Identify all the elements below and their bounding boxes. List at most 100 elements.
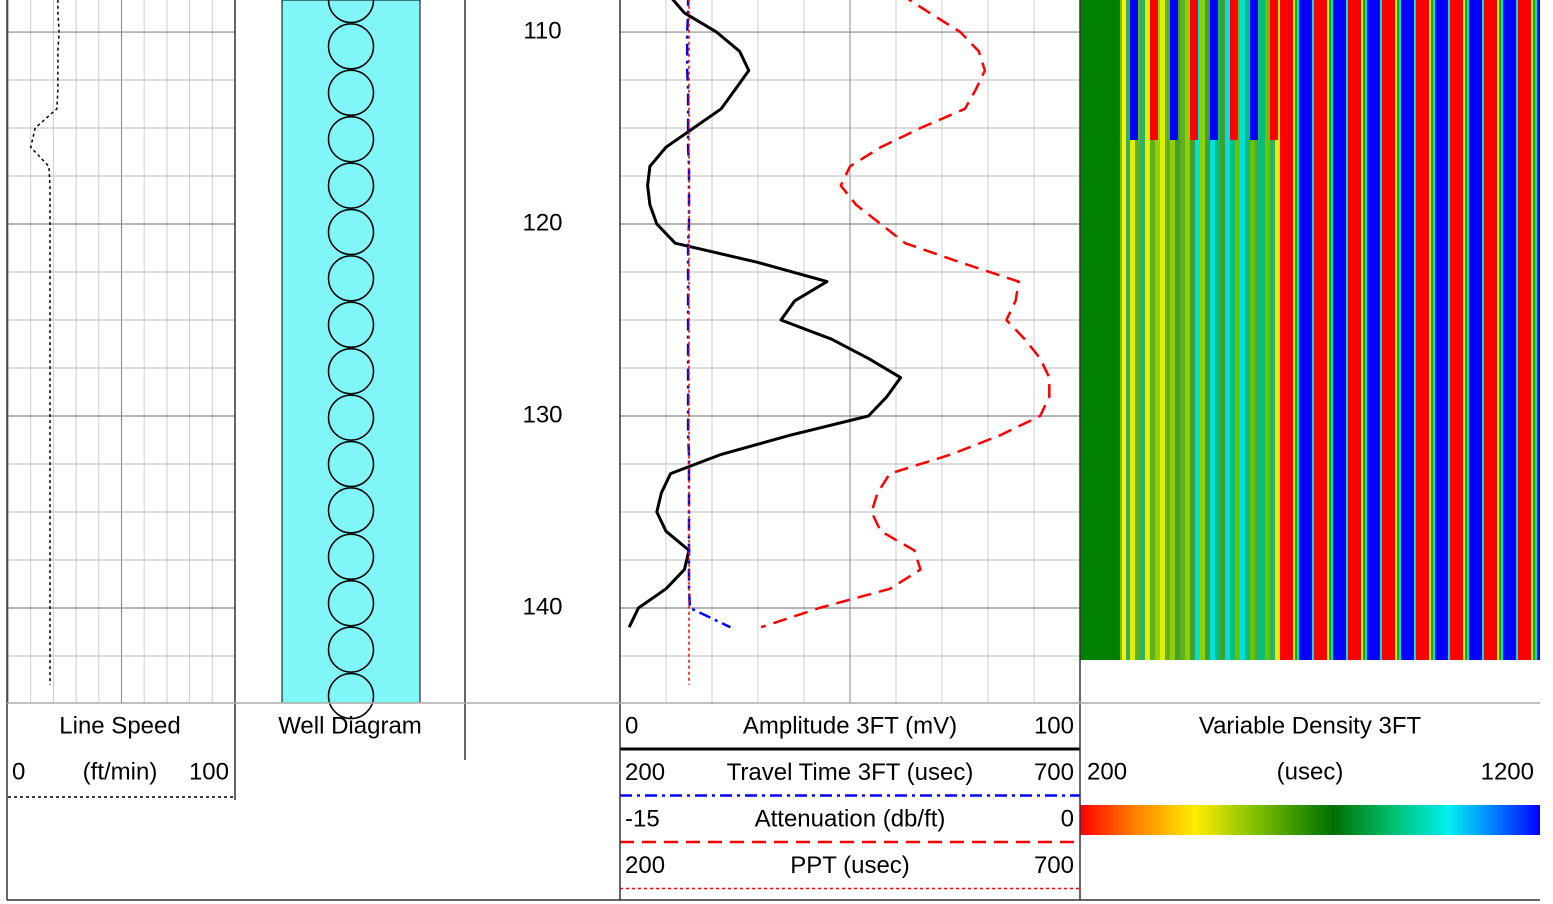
vdl-stripe	[1346, 0, 1348, 660]
vdl-stripe	[1331, 0, 1333, 660]
vdl-stripe	[1150, 0, 1155, 660]
vdl-stripe	[1205, 0, 1210, 660]
vdl-stripe	[1170, 0, 1178, 140]
vdl-stripe	[1299, 0, 1312, 660]
header: Line Speed 0 (ft/min) 100 Well Diagram V…	[6, 0, 1540, 901]
scale-max: 0	[1061, 805, 1074, 832]
depth-label: 130	[522, 401, 562, 428]
log-curve	[627, 0, 903, 628]
vdl-stripe	[1314, 0, 1327, 660]
vdl-stripe	[1399, 0, 1401, 660]
centralizer	[327, 115, 375, 163]
vdl-stripe	[1395, 0, 1397, 660]
casing	[281, 0, 421, 704]
vdl-stripe	[1499, 0, 1501, 660]
vdl-stripe	[1497, 0, 1499, 660]
vdl-stripe	[1220, 0, 1225, 660]
vdl-stripe	[1465, 0, 1467, 660]
scale-max: 100	[1034, 712, 1074, 739]
centralizer	[327, 487, 375, 534]
centralizer	[327, 301, 375, 349]
vdl-stripe	[1155, 0, 1160, 660]
scale-max: 700	[1034, 852, 1074, 879]
vdl-stripe	[1531, 0, 1533, 660]
vdl-stripe	[1265, 0, 1270, 660]
scale-min: 0	[12, 758, 25, 785]
track-title: Line Speed	[59, 712, 180, 739]
vdl-stripe	[1180, 0, 1185, 660]
vdl-stripe	[1382, 0, 1395, 660]
depth-label: 110	[523, 17, 561, 44]
legend-label: Amplitude 3FT (mV)	[743, 712, 957, 739]
vdl-stripe	[1448, 0, 1450, 660]
vdl-stripe	[1230, 0, 1235, 660]
scale-min: 200	[625, 759, 665, 786]
vdl-stripe	[1482, 0, 1484, 660]
vdl-stripe	[1250, 0, 1255, 660]
centralizer	[327, 255, 375, 302]
depth-label: 140	[522, 593, 562, 620]
centralizer	[327, 69, 375, 117]
centralizer	[327, 162, 375, 209]
color-bar	[1080, 805, 1540, 835]
vdl-stripe	[1333, 0, 1346, 660]
vdl-stripe	[1275, 0, 1280, 660]
vdl-stripe	[1280, 0, 1293, 660]
vdl-stripe	[1122, 0, 1126, 660]
centralizer	[327, 626, 375, 673]
legend-label: PPT (usec)	[790, 852, 910, 879]
vdl-stripe	[1435, 0, 1448, 660]
vdl-stripe	[1230, 0, 1238, 140]
vdl-stripe	[1260, 0, 1265, 660]
vdl-stripe	[1245, 0, 1250, 660]
vdl-stripe	[1195, 0, 1200, 660]
vdl-stripe	[1397, 0, 1399, 660]
vdl-stripe	[1200, 0, 1205, 660]
scale-max: 700	[1034, 759, 1074, 786]
track-title: Well Diagram	[278, 712, 422, 739]
scale-max: 1200	[1481, 758, 1534, 785]
vdl-stripe	[1190, 0, 1195, 660]
scale-unit: (usec)	[1277, 758, 1344, 785]
vdl-stripe	[1518, 0, 1531, 660]
tracks: 110 120 130 140	[29, 0, 1540, 720]
vdl-stripe	[1535, 0, 1537, 660]
vdl-stripe	[1210, 0, 1215, 660]
centralizer	[327, 579, 375, 627]
vdl-stripe	[1255, 0, 1260, 660]
vdl-stripe	[1450, 0, 1463, 660]
scale-max: 100	[189, 758, 229, 785]
vdl-stripe	[1433, 0, 1435, 660]
track-title: Variable Density 3FT	[1199, 712, 1422, 739]
centralizer	[327, 0, 375, 24]
vdl-stripe	[1401, 0, 1414, 660]
vdl-stripe	[1503, 0, 1516, 660]
vdl-stripe	[1516, 0, 1518, 660]
vdl-stripe	[1160, 0, 1165, 660]
vdl-stripe	[1190, 0, 1198, 140]
vdl-stripe	[1270, 0, 1275, 660]
centralizer	[327, 672, 375, 720]
vdl-stripe	[1215, 0, 1220, 660]
vdl-stripe	[1140, 0, 1145, 660]
vdl-stripe	[1380, 0, 1382, 660]
vdl-stripe	[1363, 0, 1365, 660]
vdl-stripe	[1125, 0, 1130, 660]
vdl-stripe	[1240, 0, 1245, 660]
vdl-stripe	[1135, 0, 1140, 660]
vdl-stripe	[1165, 0, 1170, 660]
vdl-stripe	[1293, 0, 1295, 660]
log-curve	[685, 0, 731, 629]
vdl-stripe	[1130, 0, 1138, 140]
vdl-stripe	[1210, 0, 1218, 140]
centralizer	[327, 533, 375, 581]
vdl-stripe	[1170, 0, 1175, 660]
vdl-stripe	[1416, 0, 1429, 660]
vdl-stripe	[1150, 0, 1158, 140]
vdl-stripe	[1329, 0, 1331, 660]
vdl-stripe	[1312, 0, 1314, 660]
vdl-stripe	[1348, 0, 1361, 660]
vdl-stripe	[1533, 0, 1535, 660]
vdl-stripe	[1235, 0, 1240, 660]
